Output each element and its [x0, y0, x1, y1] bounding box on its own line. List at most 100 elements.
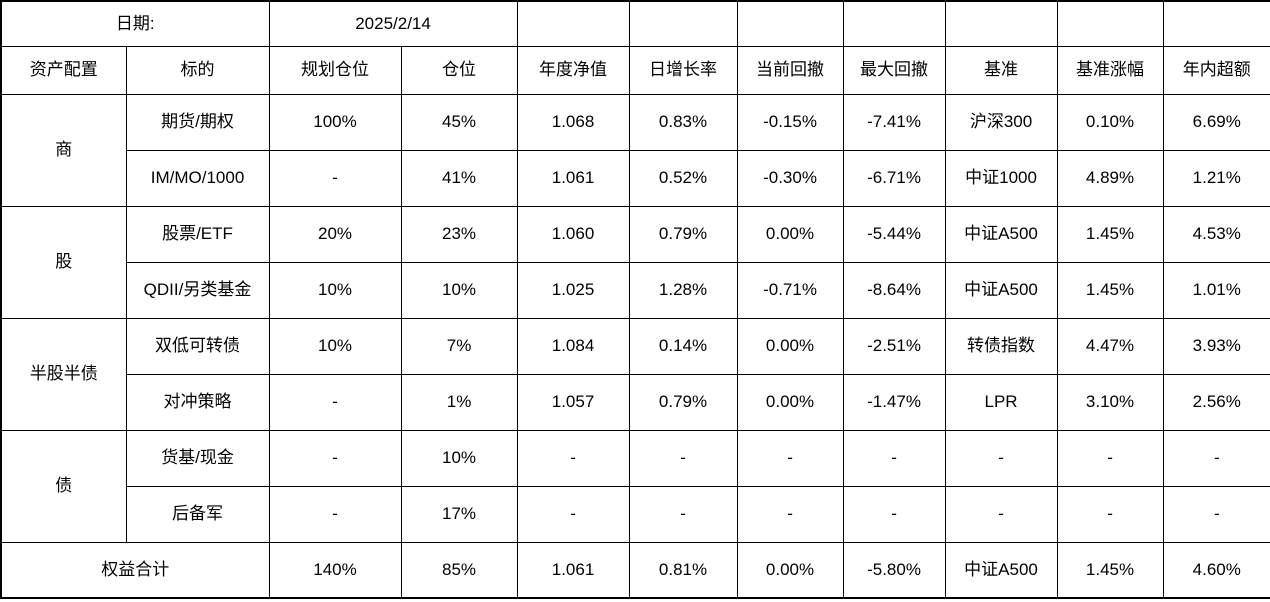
benchmark-change-cell: 1.45% [1056, 541, 1164, 599]
col-header-position: 仓位 [400, 45, 518, 95]
current-drawdown-cell: 0.00% [736, 541, 844, 599]
empty-cell [736, 0, 844, 47]
planned-position-cell: 100% [268, 93, 402, 151]
planned-position-cell: - [268, 149, 402, 207]
benchmark-cell: 中证1000 [944, 149, 1058, 207]
max-drawdown-cell: - [842, 429, 946, 487]
benchmark-cell: - [944, 485, 1058, 543]
planned-position-cell: 20% [268, 205, 402, 263]
table-row: 商 期货/期权 100% 45% 1.068 0.83% -0.15% -7.4… [0, 93, 1270, 207]
position-cell: 17% [400, 485, 518, 543]
target-cell: 后备军 [125, 485, 270, 543]
table-row: 后备军 - 17% - - - - - - - [1, 485, 1270, 543]
current-drawdown-cell: 0.00% [736, 317, 844, 375]
col-header-target: 标的 [125, 45, 270, 95]
benchmark-cell: 中证A500 [944, 205, 1058, 263]
group-cell: 商 [0, 93, 127, 207]
planned-position-cell: - [268, 429, 402, 487]
table-row: IM/MO/1000 - 41% 1.061 0.52% -0.30% -6.7… [1, 149, 1270, 207]
benchmark-change-cell: - [1056, 429, 1164, 487]
daily-growth-cell: 0.83% [628, 93, 738, 151]
daily-growth-cell: 0.81% [628, 541, 738, 599]
group-cell: 债 [0, 429, 127, 543]
empty-cell [944, 0, 1058, 47]
annual-nav-cell: 1.061 [516, 541, 630, 599]
max-drawdown-cell: -1.47% [842, 373, 946, 431]
annual-nav-cell: 1.084 [516, 317, 630, 375]
table-row: QDII/另类基金 10% 10% 1.025 1.28% -0.71% -8.… [1, 261, 1270, 319]
col-header-max-drawdown: 最大回撤 [842, 45, 946, 95]
max-drawdown-cell: -8.64% [842, 261, 946, 319]
ytd-excess-cell: 4.53% [1162, 205, 1270, 263]
benchmark-change-cell: 4.47% [1056, 317, 1164, 375]
group-cell: 半股半债 [0, 317, 127, 431]
daily-growth-cell: 1.28% [628, 261, 738, 319]
table-row: 债 货基/现金 - 10% - - - - - - - [0, 429, 1270, 543]
col-header-current-drawdown: 当前回撤 [736, 45, 844, 95]
position-cell: 10% [400, 261, 518, 319]
daily-growth-cell: 0.79% [628, 373, 738, 431]
daily-growth-cell: 0.14% [628, 317, 738, 375]
current-drawdown-cell: 0.00% [736, 205, 844, 263]
benchmark-change-cell: 1.45% [1056, 261, 1164, 319]
planned-position-cell: - [268, 373, 402, 431]
position-cell: 23% [400, 205, 518, 263]
total-label: 权益合计 [0, 541, 270, 599]
target-cell: 期货/期权 [125, 93, 270, 151]
group-cell: 股 [0, 205, 127, 319]
annual-nav-cell: 1.057 [516, 373, 630, 431]
annual-nav-cell: 1.068 [516, 93, 630, 151]
max-drawdown-cell: -7.41% [842, 93, 946, 151]
daily-growth-cell: 0.52% [628, 149, 738, 207]
benchmark-change-cell: 4.89% [1056, 149, 1164, 207]
benchmark-cell: 转债指数 [944, 317, 1058, 375]
annual-nav-cell: - [516, 429, 630, 487]
col-header-asset-allocation: 资产配置 [0, 45, 127, 95]
max-drawdown-cell: - [842, 485, 946, 543]
empty-cell [842, 0, 946, 47]
position-cell: 45% [400, 93, 518, 151]
target-cell: QDII/另类基金 [125, 261, 270, 319]
ytd-excess-cell: - [1162, 485, 1270, 543]
position-cell: 41% [400, 149, 518, 207]
current-drawdown-cell: -0.30% [736, 149, 844, 207]
daily-growth-cell: - [628, 429, 738, 487]
planned-position-cell: - [268, 485, 402, 543]
date-label: 日期: [0, 0, 270, 47]
max-drawdown-cell: -5.80% [842, 541, 946, 599]
header-row: 资产配置 标的 规划仓位 仓位 年度净值 日增长率 当前回撤 最大回撤 基准 基… [0, 45, 1270, 95]
col-header-daily-growth: 日增长率 [628, 45, 738, 95]
ytd-excess-cell: 3.93% [1162, 317, 1270, 375]
benchmark-cell: 中证A500 [944, 541, 1058, 599]
position-cell: 85% [400, 541, 518, 599]
empty-cell [516, 0, 630, 47]
daily-growth-cell: - [628, 485, 738, 543]
empty-cell [1056, 0, 1164, 47]
annual-nav-cell: - [516, 485, 630, 543]
col-header-annual-nav: 年度净值 [516, 45, 630, 95]
planned-position-cell: 10% [268, 317, 402, 375]
target-cell: 双低可转债 [125, 317, 270, 375]
current-drawdown-cell: -0.15% [736, 93, 844, 151]
position-cell: 7% [400, 317, 518, 375]
target-cell: 对冲策略 [125, 373, 270, 431]
current-drawdown-cell: -0.71% [736, 261, 844, 319]
empty-cell [628, 0, 738, 47]
current-drawdown-cell: - [736, 429, 844, 487]
position-cell: 1% [400, 373, 518, 431]
max-drawdown-cell: -2.51% [842, 317, 946, 375]
table-row: 对冲策略 - 1% 1.057 0.79% 0.00% -1.47% LPR 3… [1, 373, 1270, 431]
table-row: 股 股票/ETF 20% 23% 1.060 0.79% 0.00% -5.44… [0, 205, 1270, 319]
benchmark-cell: 沪深300 [944, 93, 1058, 151]
ytd-excess-cell: 4.60% [1162, 541, 1270, 599]
current-drawdown-cell: 0.00% [736, 373, 844, 431]
total-row: 权益合计 140% 85% 1.061 0.81% 0.00% -5.80% 中… [0, 541, 1270, 599]
ytd-excess-cell: 1.01% [1162, 261, 1270, 319]
ytd-excess-cell: 6.69% [1162, 93, 1270, 151]
benchmark-change-cell: 3.10% [1056, 373, 1164, 431]
annual-nav-cell: 1.025 [516, 261, 630, 319]
date-value: 2025/2/14 [268, 0, 518, 47]
annual-nav-cell: 1.060 [516, 205, 630, 263]
benchmark-cell: - [944, 429, 1058, 487]
